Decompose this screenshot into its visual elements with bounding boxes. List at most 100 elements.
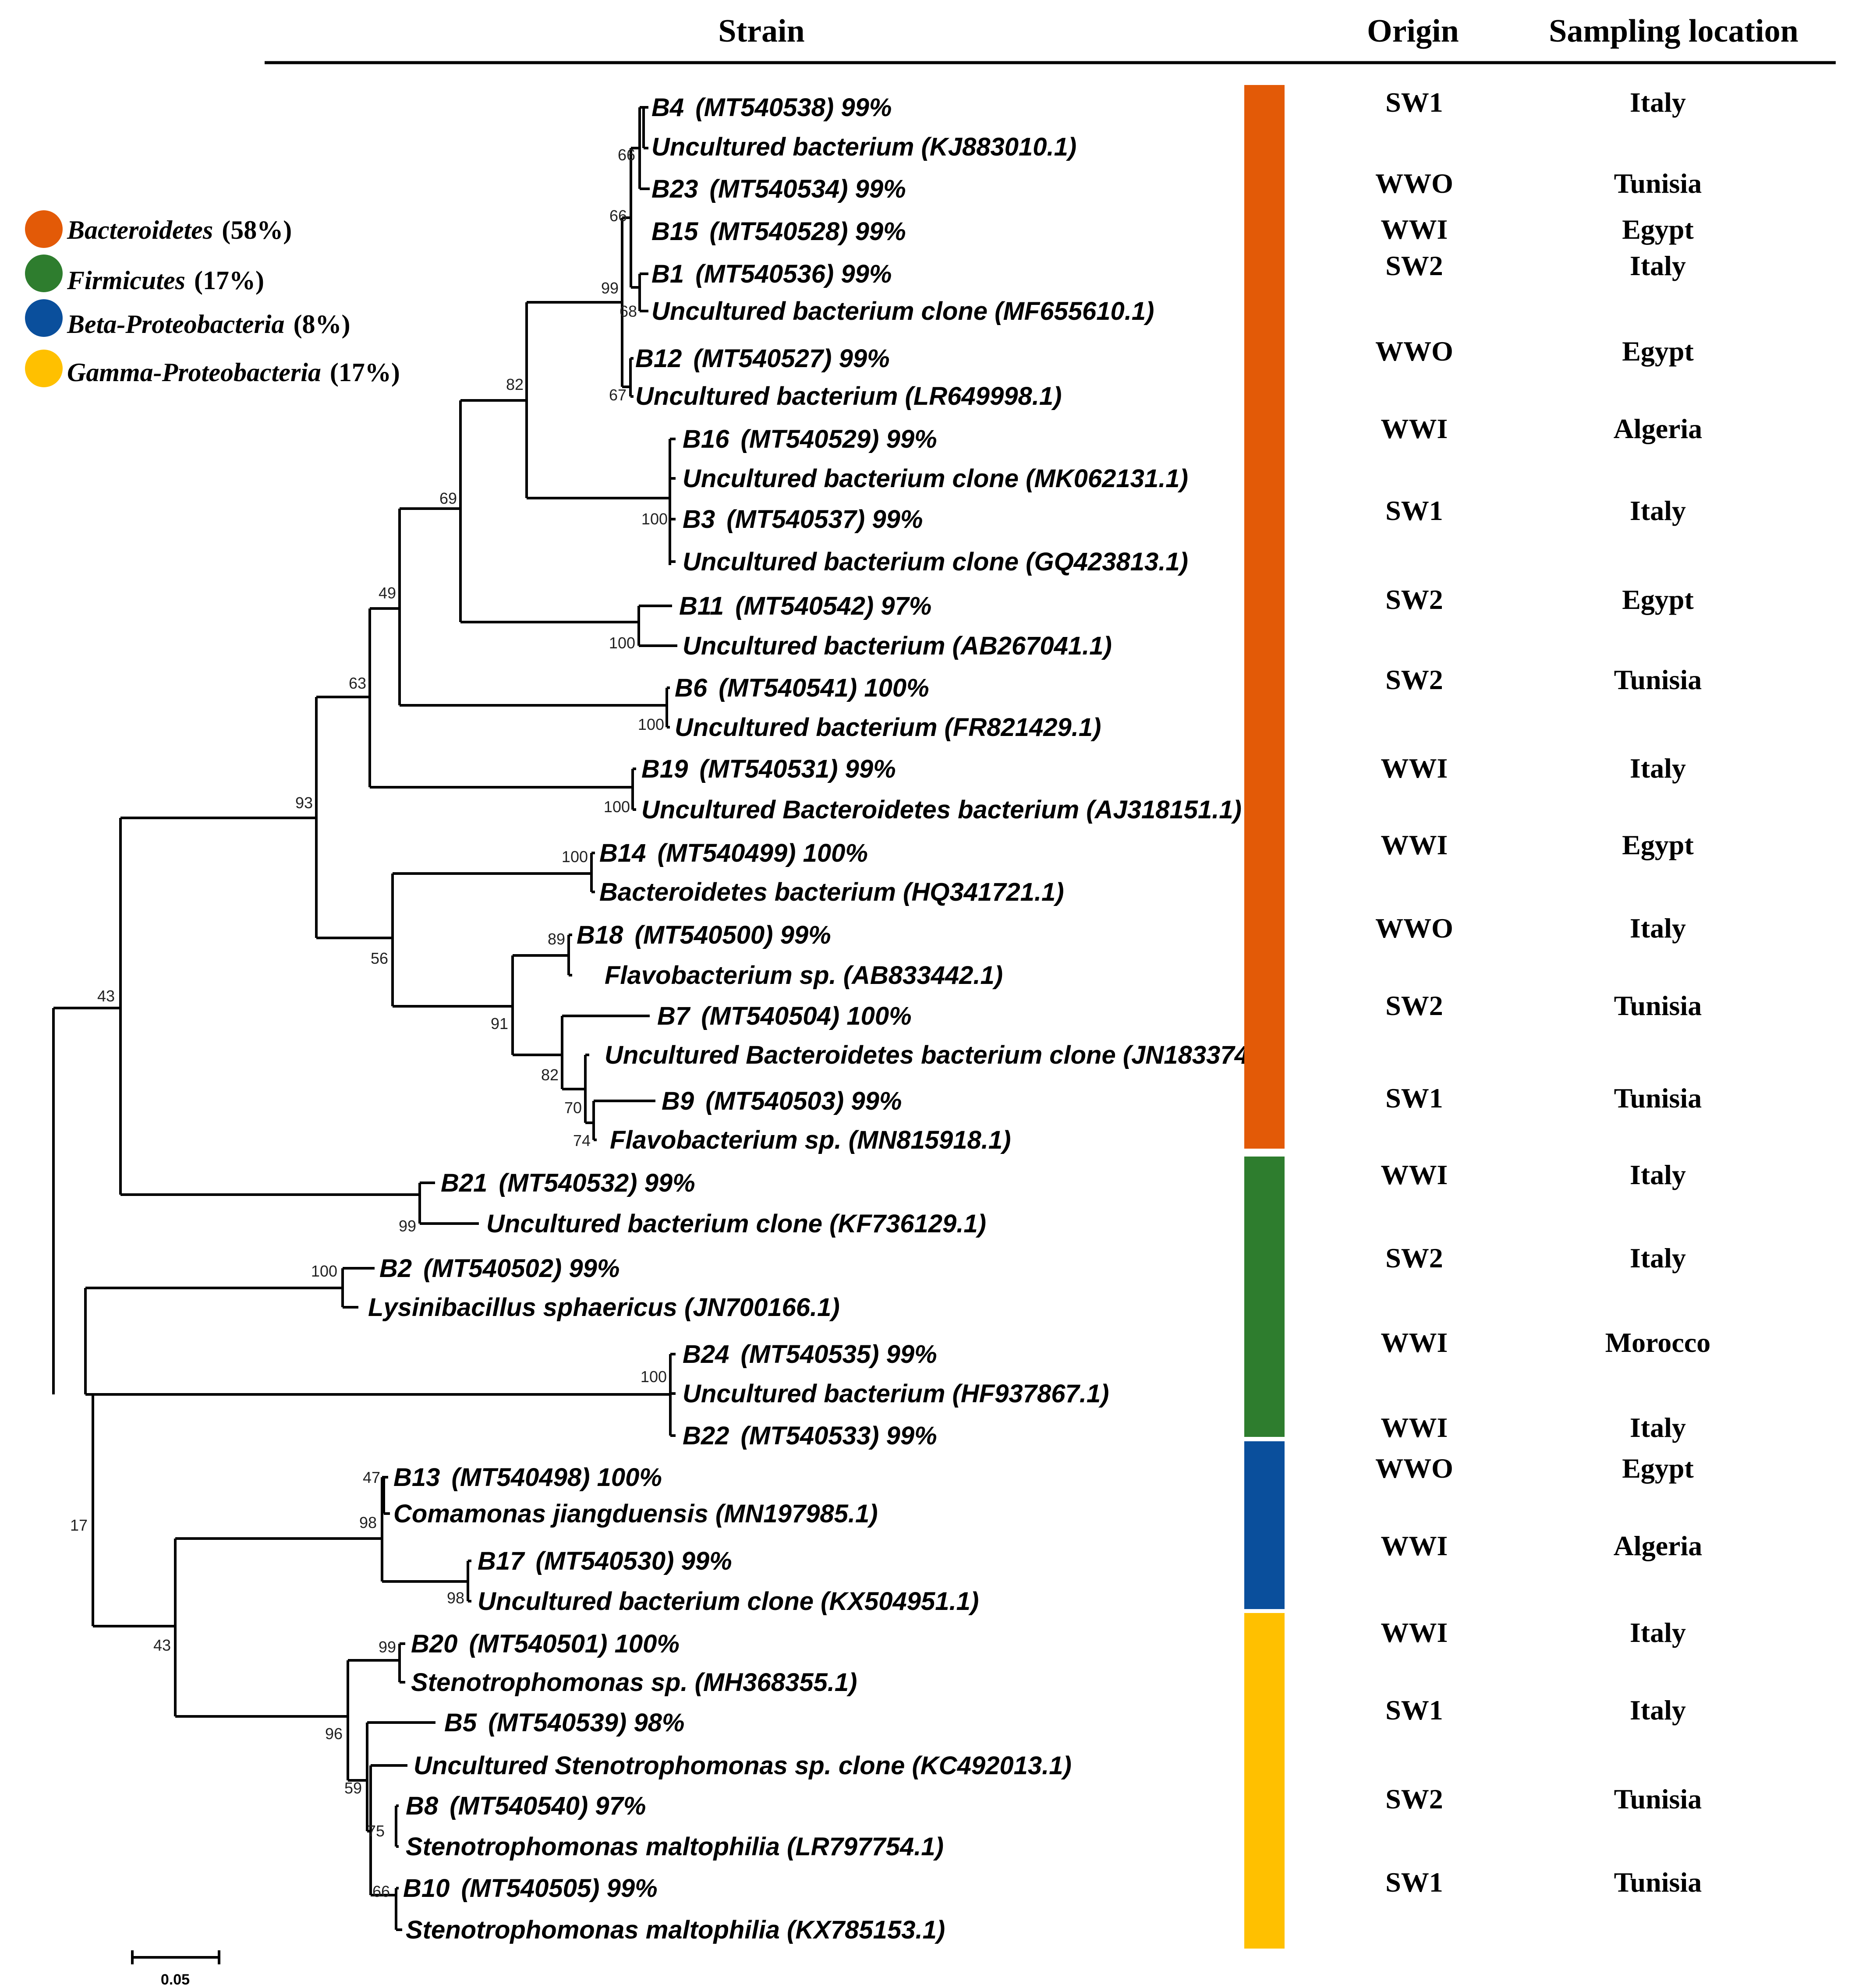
- scale-bar: 0.05: [131, 1950, 220, 1988]
- identity: 99%: [886, 1422, 937, 1450]
- bootstrap-value: 69: [439, 489, 457, 507]
- origin-value: WWO: [1375, 1453, 1453, 1484]
- location-value: Egypt: [1622, 829, 1694, 860]
- accession: (MT540504): [701, 1002, 839, 1030]
- strain-id: B9: [662, 1087, 694, 1115]
- leaf-label-b19: B19 (MT540531) 99%: [641, 755, 896, 783]
- branch-clade-100a: [669, 438, 676, 565]
- branch-clade-96: [347, 1659, 400, 1782]
- origin-value: WWI: [1381, 1327, 1448, 1358]
- accession: (MT540534): [710, 175, 848, 203]
- bootstrap-value: 17: [70, 1516, 88, 1534]
- bar-bacteroidetes: [1244, 85, 1285, 1149]
- identity: 99%: [569, 1254, 620, 1283]
- bootstrap-value: 56: [371, 949, 388, 967]
- leaf-label-b23: B23 (MT540534) 99%: [651, 175, 906, 203]
- bar-gamma-proteobacteria: [1244, 1613, 1285, 1949]
- origin-value: WWO: [1375, 913, 1453, 944]
- leaf-label-b12: B12 (MT540527) 99%: [635, 344, 890, 373]
- origin-value: SW1: [1385, 87, 1443, 118]
- origin-value: WWI: [1381, 214, 1448, 245]
- legend-item-firmicutes: Firmicutes (17%): [67, 266, 264, 295]
- origin-value: WWI: [1381, 413, 1448, 444]
- bar-beta-proteobacteria: [1244, 1441, 1285, 1609]
- strain-id: B12: [635, 344, 682, 373]
- branch-clade-75: [369, 1764, 407, 1896]
- identity: 99%: [780, 921, 831, 949]
- location-value: Egypt: [1622, 584, 1694, 615]
- leaf-label-b4: B4 (MT540538) 99%: [651, 93, 892, 122]
- leaf-label-b20: B20 (MT540501) 100%: [411, 1630, 680, 1658]
- location-value: Egypt: [1622, 336, 1694, 367]
- identity: 97%: [881, 592, 931, 620]
- location-value: Tunisia: [1614, 1082, 1702, 1114]
- accession: (MT540532): [499, 1169, 637, 1197]
- branch-b21: [418, 1181, 479, 1225]
- leaf-label-b17: B17 (MT540530) 99%: [478, 1547, 732, 1575]
- location-value: Tunisia: [1614, 168, 1702, 199]
- leaf-label: Stenotrophomonas sp. (MH368355.1): [411, 1668, 857, 1697]
- branch-b1: [638, 272, 648, 312]
- location-value: Italy: [1630, 1617, 1686, 1648]
- origin-value: WWO: [1375, 336, 1453, 367]
- branch-b13: [382, 1476, 390, 1515]
- accession: (MT540542): [735, 592, 874, 620]
- location-value: Egypt: [1622, 214, 1694, 245]
- bootstrap-value: 66: [609, 207, 627, 225]
- bootstrap-value: 82: [506, 375, 524, 393]
- leaf-label-b6: B6 (MT540541) 100%: [675, 674, 929, 702]
- strain-id: B8: [406, 1792, 439, 1820]
- leaf-label-b8: B8 (MT540540) 97%: [406, 1792, 646, 1820]
- bootstrap-labels: 66 66 99 68 67 82 100 69 100 49 100 63 1…: [70, 146, 668, 1900]
- location-value: Italy: [1630, 1242, 1686, 1273]
- bootstrap-value: 98: [447, 1589, 464, 1607]
- identity: 99%: [872, 505, 923, 534]
- leaf-label: Uncultured Bacteroidetes bacterium clone…: [605, 1041, 1278, 1069]
- leaf-label: Uncultured Bacteroidetes bacterium (AJ31…: [641, 796, 1242, 824]
- leaf-label: Uncultured bacterium (LR649998.1): [635, 382, 1062, 410]
- legend-dot-beta-proteobacteria: [25, 299, 63, 337]
- leaf-label-b13: B13 (MT540498) 100%: [393, 1463, 662, 1492]
- identity: 99%: [851, 1087, 902, 1115]
- branch-clade-63: [368, 607, 633, 789]
- leaf-label: Stenotrophomonas maltophilia (KX785153.1…: [406, 1916, 945, 1944]
- metadata-columns: SW1 Italy WWO Tunisia WWI Egypt SW2 Ital…: [1375, 87, 1710, 1898]
- location-value: Algeria: [1614, 413, 1703, 444]
- location-value: Tunisia: [1614, 664, 1702, 695]
- origin-value: SW2: [1385, 1783, 1443, 1815]
- branch-clade-82: [525, 301, 670, 499]
- identity: 99%: [886, 425, 937, 453]
- bootstrap-value: 100: [609, 634, 635, 652]
- group-bars: [1244, 85, 1285, 1949]
- accession: (MT540527): [694, 344, 832, 373]
- branch-b12: [629, 357, 634, 398]
- accession: (MT540541): [719, 674, 857, 702]
- leaf-label-b3: B3 (MT540537) 99%: [683, 505, 923, 534]
- scale-bar-line: [131, 1950, 220, 1964]
- leaf-label: Uncultured bacterium clone (GQ423813.1): [683, 548, 1188, 576]
- leaf-label: Uncultured bacterium clone (MF655610.1): [651, 297, 1154, 325]
- branch-b20: [398, 1642, 405, 1684]
- leaf-label-b24: B24 (MT540535) 99%: [683, 1340, 937, 1369]
- bootstrap-value: 100: [641, 1368, 667, 1386]
- identity: 100%: [846, 1002, 911, 1030]
- bar-firmicutes: [1244, 1157, 1285, 1437]
- identity: 99%: [681, 1547, 732, 1575]
- origin-value: WWI: [1381, 1159, 1448, 1190]
- leaf-label-b9: B9 (MT540503) 99%: [662, 1087, 902, 1115]
- leaf-label: Uncultured bacterium clone (MK062131.1): [683, 464, 1188, 493]
- accession: (MT540499): [658, 839, 796, 867]
- leaf-label-b10: B10 (MT540505) 99%: [403, 1874, 658, 1903]
- branch-clade-56: [391, 872, 591, 1008]
- bootstrap-value: 91: [491, 1015, 508, 1033]
- origin-value: SW1: [1385, 1694, 1443, 1726]
- identity: 99%: [841, 93, 892, 122]
- identity: 99%: [855, 217, 906, 246]
- legend-pct: (58%): [222, 216, 292, 244]
- legend-item-gamma-proteobacteria: Gamma-Proteobacteria (17%): [67, 358, 400, 387]
- leaf-label: Stenotrophomonas maltophilia (LR797754.1…: [406, 1832, 944, 1861]
- bootstrap-value: 82: [541, 1066, 559, 1084]
- strain-id: B16: [683, 425, 729, 453]
- location-value: Italy: [1630, 913, 1686, 944]
- identity: 100%: [597, 1463, 662, 1492]
